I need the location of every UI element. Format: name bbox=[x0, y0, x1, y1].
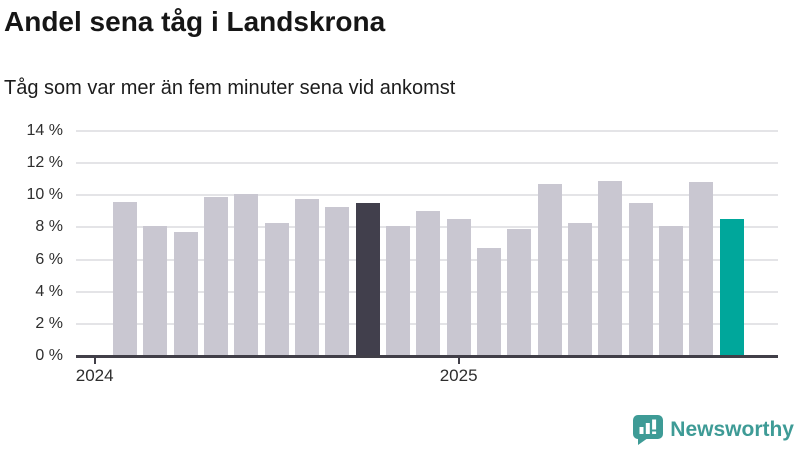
x-axis-line bbox=[76, 354, 778, 358]
y-tick-label: 10 % bbox=[26, 186, 63, 204]
bar bbox=[568, 222, 592, 356]
bar bbox=[538, 184, 562, 356]
bar-current-month bbox=[720, 219, 744, 356]
newsworthy-logo-icon bbox=[633, 415, 664, 445]
y-tick-label: 0 % bbox=[35, 347, 63, 364]
bar bbox=[295, 198, 319, 356]
bar bbox=[234, 193, 258, 356]
bar bbox=[325, 206, 349, 356]
y-tick-label: 2 % bbox=[35, 314, 63, 332]
bar bbox=[265, 222, 289, 356]
bar bbox=[689, 182, 713, 356]
bar bbox=[598, 180, 622, 356]
bar bbox=[477, 248, 501, 356]
bar bbox=[629, 203, 653, 356]
bar bbox=[204, 196, 228, 356]
gridline bbox=[76, 130, 778, 133]
x-tick-label: 2024 bbox=[75, 366, 114, 385]
bar bbox=[447, 219, 471, 356]
gridline bbox=[76, 194, 778, 197]
bar bbox=[659, 225, 683, 356]
y-tick-label: 6 % bbox=[35, 250, 63, 268]
bar bbox=[507, 229, 531, 356]
bar bbox=[113, 201, 137, 356]
x-axis-tick bbox=[93, 357, 96, 364]
y-tick-label: 4 % bbox=[35, 282, 63, 300]
x-axis-tick bbox=[457, 357, 460, 364]
newsworthy-logo: Newsworthy bbox=[633, 414, 794, 445]
chart-subtitle: Tåg som var mer än fem minuter sena vid … bbox=[4, 77, 456, 99]
y-tick-label: 14 % bbox=[26, 122, 63, 140]
y-tick-label: 12 % bbox=[26, 154, 63, 172]
bar-previous-year-month bbox=[356, 203, 380, 356]
chart-title: Andel sena tåg i Landskrona bbox=[4, 6, 386, 37]
newsworthy-logo-text: Newsworthy bbox=[670, 417, 794, 441]
y-tick-label: 8 % bbox=[35, 218, 63, 236]
gridline bbox=[76, 162, 778, 165]
x-tick-label: 2025 bbox=[439, 366, 478, 385]
bar bbox=[416, 211, 440, 356]
bar bbox=[386, 225, 410, 356]
bar bbox=[143, 225, 167, 356]
bar bbox=[174, 232, 198, 356]
